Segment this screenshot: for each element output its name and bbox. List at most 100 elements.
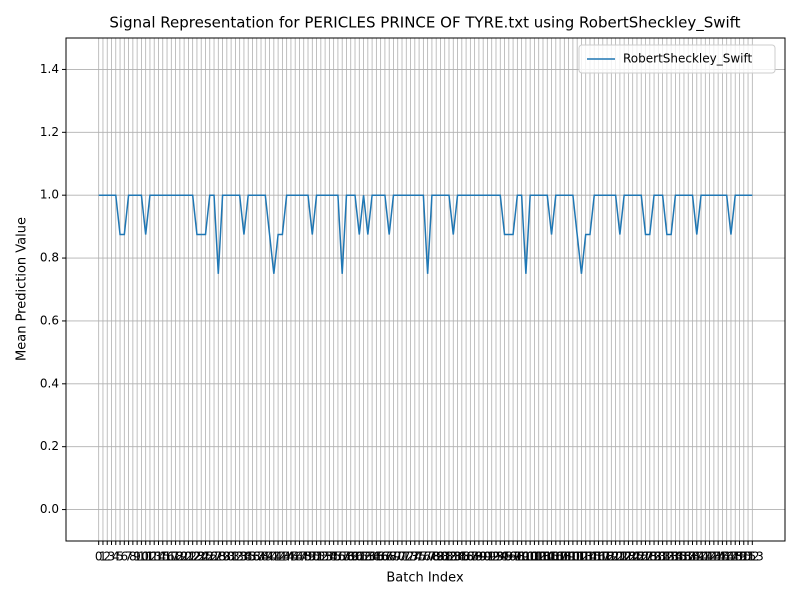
x-tick-label: 142 xyxy=(694,550,717,564)
x-tick-label: 20 xyxy=(176,550,191,564)
y-axis-label: Mean Prediction Value xyxy=(15,217,30,361)
x-tick-label: 62 xyxy=(356,550,371,564)
x-tick-label: 7 xyxy=(125,550,133,564)
x-tick-label: 4 xyxy=(112,550,120,564)
x-tick-label: 143 xyxy=(698,550,721,564)
x-tick-label: 45 xyxy=(283,550,298,564)
x-tick-label: 89 xyxy=(471,550,486,564)
x-tick-label: 145 xyxy=(707,550,730,564)
x-tick-label: 131 xyxy=(647,550,670,564)
x-tick-label: 151 xyxy=(732,550,755,564)
x-tick-label: 133 xyxy=(655,550,678,564)
x-tick-label: 75 xyxy=(411,550,426,564)
x-tick-label: 129 xyxy=(638,550,661,564)
x-tick-label: 56 xyxy=(330,550,345,564)
x-tick-label: 147 xyxy=(715,550,738,564)
x-tick-label: 52 xyxy=(313,550,328,564)
x-tick-label: 37 xyxy=(249,550,264,564)
x-tick-label: 24 xyxy=(194,550,209,564)
x-tick-label: 16 xyxy=(159,550,174,564)
x-tick-label: 25 xyxy=(198,550,213,564)
x-tick-label: 87 xyxy=(463,550,478,564)
x-tick-label: 40 xyxy=(262,550,277,564)
x-tick-label: 152 xyxy=(737,550,760,564)
x-tick-label: 84 xyxy=(450,550,465,564)
x-tick-label: 124 xyxy=(617,550,640,564)
x-tick-label: 50 xyxy=(305,550,320,564)
x-tick-label: 120 xyxy=(600,550,623,564)
x-tick-label: 58 xyxy=(339,550,354,564)
x-tick-label: 11 xyxy=(138,550,153,564)
x-tick-label: 125 xyxy=(621,550,644,564)
x-tick-label: 115 xyxy=(579,550,602,564)
x-tick-label: 104 xyxy=(532,550,555,564)
x-tick-label: 47 xyxy=(292,550,307,564)
y-tick-label: 0.8 xyxy=(40,251,59,265)
x-tick-label: 69 xyxy=(386,550,401,564)
x-tick-label: 79 xyxy=(429,550,444,564)
x-tick-label: 64 xyxy=(364,550,379,564)
x-tick-label: 49 xyxy=(300,550,315,564)
x-tick-label: 17 xyxy=(164,550,179,564)
x-tick-label: 59 xyxy=(343,550,358,564)
x-tick-label: 116 xyxy=(583,550,606,564)
legend-label: RobertSheckley_Swift xyxy=(623,52,753,66)
x-tick-label: 65 xyxy=(369,550,384,564)
x-tick-label: 150 xyxy=(728,550,751,564)
x-tick-label: 106 xyxy=(540,550,563,564)
x-tick-label: 19 xyxy=(172,550,187,564)
x-tick-label: 67 xyxy=(377,550,392,564)
x-tick-label: 92 xyxy=(484,550,499,564)
x-tick-label: 44 xyxy=(279,550,294,564)
x-tick-label: 111 xyxy=(561,550,584,564)
x-tick-label: 123 xyxy=(613,550,636,564)
x-tick-label: 43 xyxy=(275,550,290,564)
x-tick-label: 90 xyxy=(476,550,491,564)
x-tick-label: 96 xyxy=(501,550,516,564)
x-tick-label: 132 xyxy=(651,550,674,564)
x-tick-label: 10 xyxy=(134,550,149,564)
x-tick-label: 54 xyxy=(322,550,337,564)
x-tick-label: 141 xyxy=(690,550,713,564)
x-tick-label: 109 xyxy=(553,550,576,564)
plot-frame xyxy=(65,37,786,542)
x-tick-label: 53 xyxy=(317,550,332,564)
x-tick-label: 23 xyxy=(189,550,204,564)
x-tick-label: 29 xyxy=(215,550,230,564)
x-tick-label: 105 xyxy=(536,550,559,564)
x-tick-label: 144 xyxy=(702,550,725,564)
x-tick-label: 77 xyxy=(420,550,435,564)
y-tick-label: 0.4 xyxy=(40,376,59,390)
x-tick-label: 91 xyxy=(480,550,495,564)
x-tick-label: 114 xyxy=(574,550,597,564)
x-tick-label: 102 xyxy=(523,550,546,564)
x-tick-label: 61 xyxy=(352,550,367,564)
x-tick-label: 35 xyxy=(241,550,256,564)
x-tick-label: 30 xyxy=(219,550,234,564)
x-tick-label: 94 xyxy=(493,550,508,564)
x-tick-label: 3 xyxy=(108,550,116,564)
x-tick-label: 46 xyxy=(288,550,303,564)
x-tick-label: 82 xyxy=(441,550,456,564)
x-tick-label: 126 xyxy=(626,550,649,564)
x-tick-label: 83 xyxy=(446,550,461,564)
x-tick-label: 32 xyxy=(228,550,243,564)
x-tick-label: 12 xyxy=(142,550,157,564)
x-tick-label: 72 xyxy=(399,550,414,564)
x-tick-label: 139 xyxy=(681,550,704,564)
x-tick-label: 78 xyxy=(424,550,439,564)
x-tick-label: 76 xyxy=(416,550,431,564)
x-tick-label: 137 xyxy=(673,550,696,564)
x-tick-label: 5 xyxy=(116,550,124,564)
x-tick-label: 149 xyxy=(724,550,747,564)
x-tick-label: 51 xyxy=(309,550,324,564)
x-tick-label: 15 xyxy=(155,550,170,564)
x-tick-label: 117 xyxy=(587,550,610,564)
x-tick-label: 112 xyxy=(566,550,589,564)
x-tick-label: 122 xyxy=(608,550,631,564)
x-tick-label: 63 xyxy=(360,550,375,564)
x-tick-label: 110 xyxy=(557,550,580,564)
x-tick-label: 42 xyxy=(270,550,285,564)
x-tick-label: 140 xyxy=(685,550,708,564)
